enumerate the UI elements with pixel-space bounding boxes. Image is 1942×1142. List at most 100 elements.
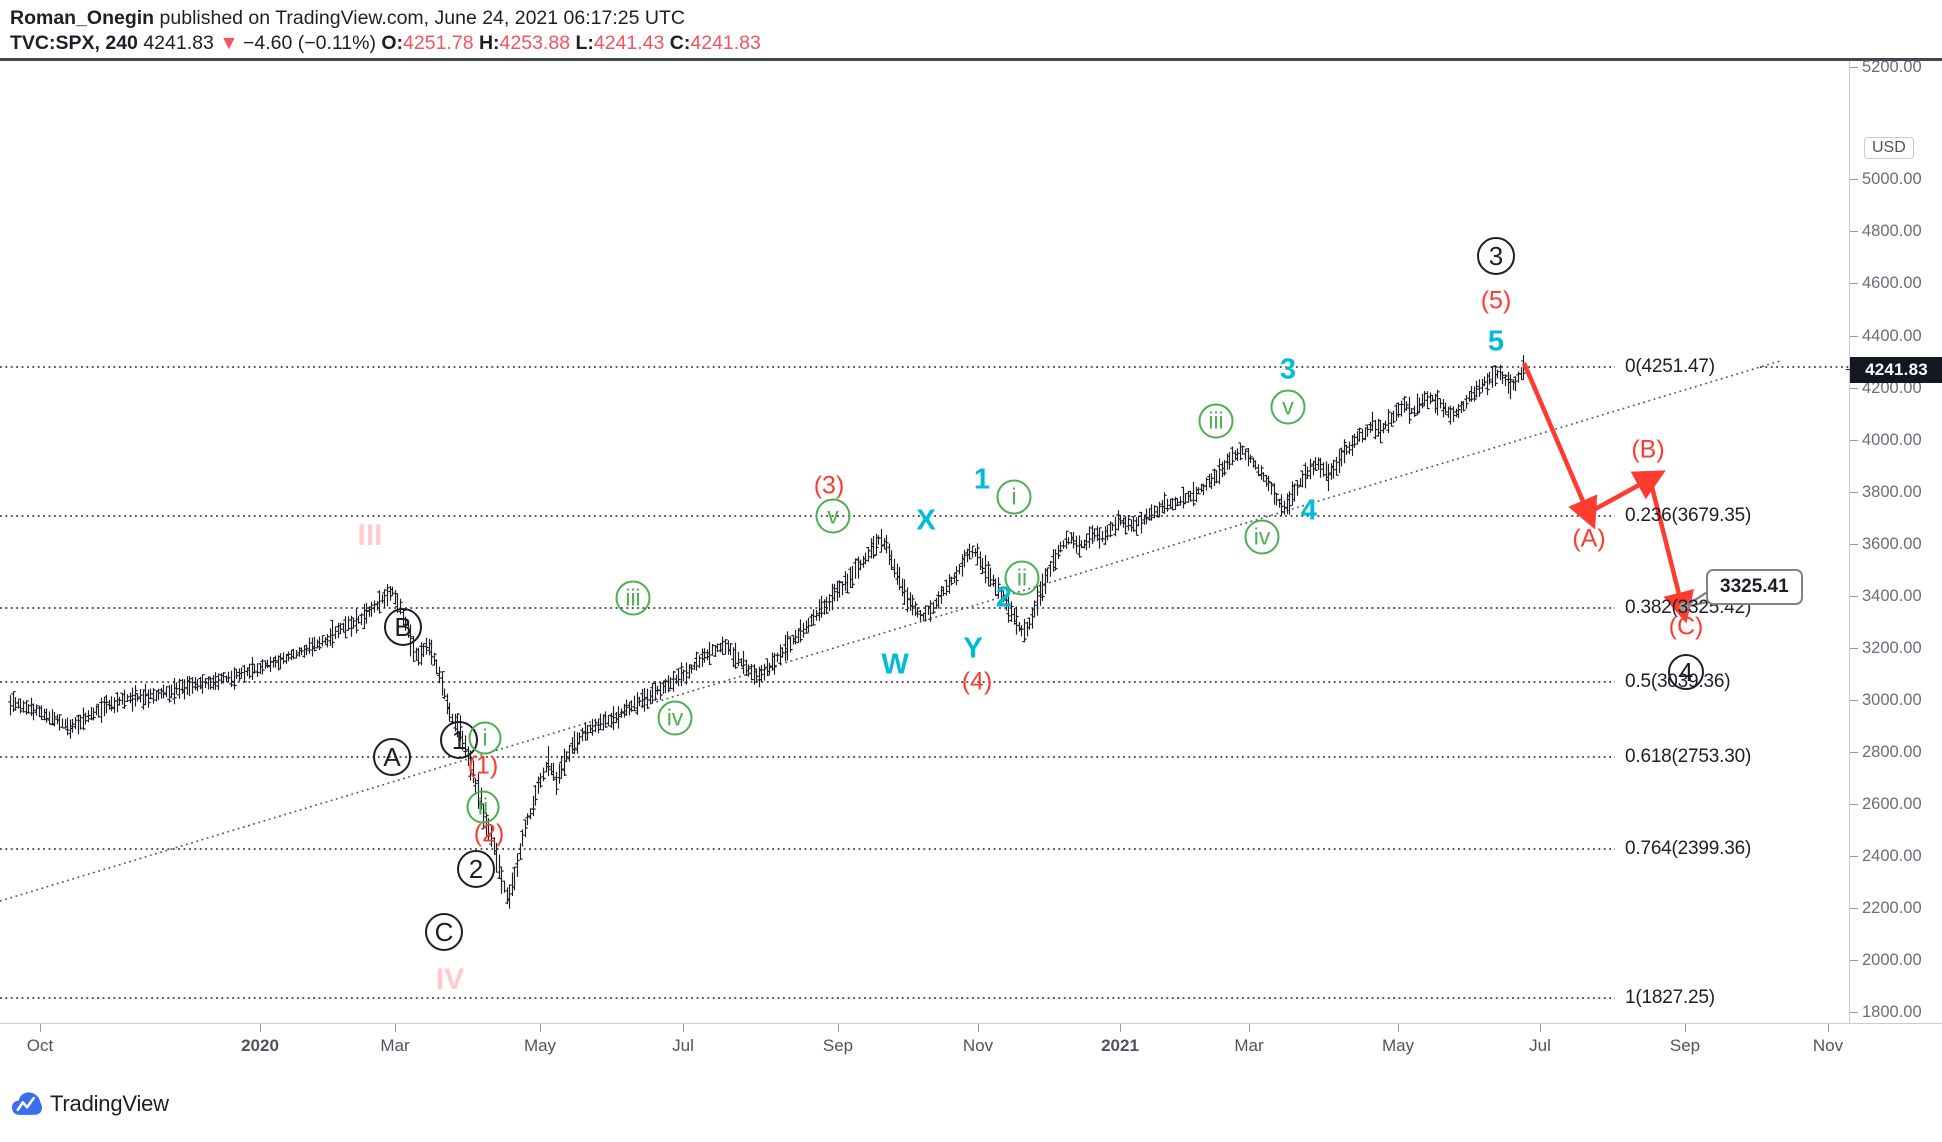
time-tick-label: 2020: [241, 1036, 279, 1055]
tick-mark-icon: [1850, 492, 1858, 494]
projection-arrows-group: [1521, 362, 1694, 624]
price-tick: 4200.00: [1850, 379, 1922, 397]
price-tooltip: 3325.41: [1706, 569, 1803, 605]
price-tick: 5000.00: [1850, 170, 1922, 188]
time-tick-mark: [260, 1024, 261, 1032]
tick-mark-icon: [1850, 440, 1858, 442]
wave-label-cyan-Y: Y: [963, 632, 983, 665]
time-tick-label: May: [523, 1036, 557, 1055]
time-tick-label: Sep: [1669, 1036, 1701, 1055]
price-tick-label: 3400.00: [1862, 587, 1922, 605]
chart-plot-area[interactable]: 0(4251.47) 0.236(3679.35) 0.382(3325.42) 0.…: [0, 61, 1849, 1023]
tradingview-brand[interactable]: TradingView: [12, 1091, 169, 1117]
author-name[interactable]: Roman_Onegin: [10, 7, 155, 29]
price-tick: 2200.00: [1850, 899, 1922, 917]
wave-label-circle-4: 4: [1668, 654, 1704, 690]
price-tick: 4600.00: [1850, 274, 1922, 292]
fibonacci-level-label: 1(1827.25): [1625, 987, 1715, 1008]
time-tick-mark: [40, 1024, 41, 1032]
price-tick-label: 2600.00: [1862, 795, 1922, 813]
wave-label-circle-2: 2: [457, 850, 495, 888]
chart-frame[interactable]: 0(4251.47) 0.236(3679.35) 0.382(3325.42) 0.…: [0, 58, 1942, 1080]
wave-label-red-p4: (4): [961, 667, 993, 696]
currency-badge[interactable]: USD: [1864, 137, 1914, 159]
tick-mark-icon: [1850, 283, 1858, 285]
price-tick: 4800.00: [1850, 222, 1922, 240]
tick-mark-icon: [1850, 336, 1858, 338]
wave-label-cyan-5: 5: [1487, 325, 1505, 358]
time-tick-mark: [1398, 1024, 1399, 1032]
price-tick: 3400.00: [1850, 587, 1922, 605]
price-tick: 3000.00: [1850, 691, 1922, 709]
price-change: −4.60 (−0.11%): [242, 32, 376, 54]
arrow-wave-B: [1586, 470, 1666, 515]
wave-label-red-p3: (3): [813, 471, 845, 500]
price-tick: 2000.00: [1850, 951, 1922, 969]
price-tick-label: 3600.00: [1862, 535, 1922, 553]
tick-mark-icon: [1850, 179, 1858, 181]
price-tick-label: 4600.00: [1862, 274, 1922, 292]
price-tick: 2400.00: [1850, 847, 1922, 865]
time-tick-mark: [1120, 1024, 1121, 1032]
wave-label-green-ii-1: ii: [466, 790, 500, 824]
tick-mark-icon: [1850, 648, 1858, 650]
price-tick-label: 4000.00: [1862, 431, 1922, 449]
tick-mark-icon: [1850, 1012, 1858, 1014]
price-tick-label: 3000.00: [1862, 691, 1922, 709]
wave-label-circle-B: B: [384, 608, 422, 646]
wave-label-roman-III: III: [357, 519, 383, 552]
wave-label-green-v-2: v: [1270, 389, 1306, 425]
time-tick-label: Oct: [26, 1036, 54, 1055]
wave-label-red-pB: (B): [1631, 435, 1665, 464]
published-text: published on TradingView.com, June 24, 2…: [159, 7, 685, 29]
price-tick-label: 4400.00: [1862, 327, 1922, 345]
price-tick-label: 3800.00: [1862, 483, 1922, 501]
wave-label-red-p1: (1): [467, 751, 499, 780]
tradingview-brand-text: TradingView: [50, 1091, 169, 1116]
tick-mark-icon: [1850, 388, 1858, 390]
chart-header: Roman_Onegin published on TradingView.co…: [0, 0, 1942, 58]
high-value: 4253.88: [499, 32, 571, 54]
tick-mark-icon: [1850, 231, 1858, 233]
rising-trendline: [0, 360, 1781, 902]
price-tick-label: 3200.00: [1862, 639, 1922, 657]
wave-label-green-iv-2: iv: [1244, 519, 1280, 555]
close-key: C:: [669, 32, 691, 54]
wave-label-red-pA: (A): [1572, 524, 1606, 553]
wave-label-red-pC: (C): [1668, 612, 1704, 641]
wave-label-cyan-W: W: [881, 648, 909, 681]
price-tick-label: 4800.00: [1862, 222, 1922, 240]
fibonacci-levels-group: [0, 366, 1849, 999]
wave-label-green-i-1: i: [468, 721, 502, 755]
time-tick-mark: [1828, 1024, 1829, 1032]
price-tick: 3600.00: [1850, 535, 1922, 553]
time-tick-mark: [978, 1024, 979, 1032]
price-tick-label: 2000.00: [1862, 951, 1922, 969]
price-tick-label: 2200.00: [1862, 899, 1922, 917]
time-tick-mark: [1540, 1024, 1541, 1032]
tradingview-logo-icon: [12, 1092, 42, 1115]
tick-mark-icon: [1850, 700, 1858, 702]
wave-label-cyan-3: 3: [1279, 353, 1297, 386]
time-tick-mark: [683, 1024, 684, 1032]
tick-mark-icon: [1850, 544, 1858, 546]
tick-mark-icon: [1850, 856, 1858, 858]
time-tick-label: May: [1381, 1036, 1415, 1055]
fibonacci-level-label: 0(4251.47): [1625, 356, 1715, 377]
tick-mark-icon: [1850, 804, 1858, 806]
publication-line: Roman_Onegin published on TradingView.co…: [10, 6, 1942, 30]
symbol-quote-line: TVC:SPX, 240 4241.83 ▼ −4.60 (−0.11%) O:…: [10, 30, 1942, 56]
time-axis[interactable]: Oct 2020 Mar May Jul Sep Nov 2021 Mar May Jul Sep No…: [0, 1023, 1942, 1080]
price-tick: 3200.00: [1850, 639, 1922, 657]
wave-label-red-p2: (2): [473, 819, 505, 848]
low-value: 4241.43: [593, 32, 665, 54]
time-tick-mark: [540, 1024, 541, 1032]
time-tick-mark: [1685, 1024, 1686, 1032]
arrow-wave-A: [1521, 362, 1598, 530]
price-tick-label: 4200.00: [1862, 379, 1922, 397]
wave-label-red-p5: (5): [1480, 286, 1512, 315]
arrow-wave-C: [1647, 478, 1694, 624]
price-axis[interactable]: 5200.00 5000.00 4800.00 4600.00 4400.00 4200.…: [1846, 58, 1942, 1080]
wave-label-green-iii-1: iii: [615, 580, 651, 616]
symbol-label[interactable]: TVC:SPX, 240: [10, 32, 138, 54]
